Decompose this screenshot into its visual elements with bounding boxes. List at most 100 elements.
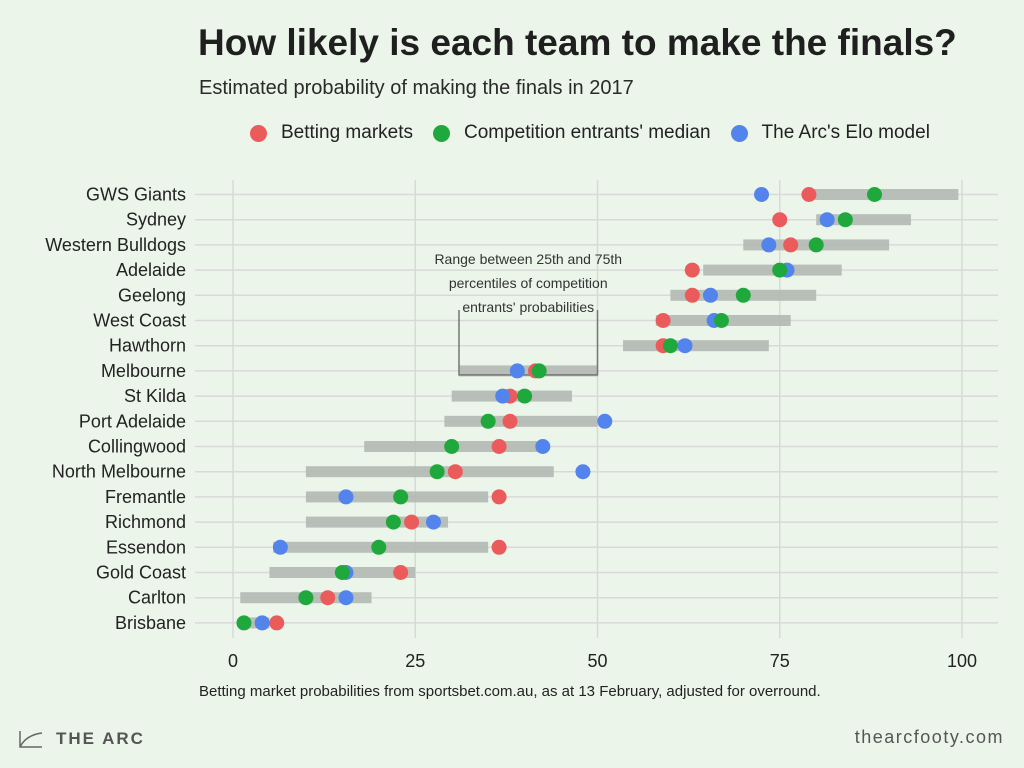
- betting-point: [502, 413, 518, 429]
- range-bar: [623, 340, 769, 352]
- x-tick-label: 25: [405, 651, 425, 671]
- team-label: North Melbourne: [52, 462, 186, 482]
- elo-point: [272, 539, 288, 555]
- elo-point: [677, 338, 693, 354]
- team-label: Adelaide: [116, 260, 186, 280]
- elo-point: [575, 464, 591, 480]
- elo-point: [702, 287, 718, 303]
- median-point: [735, 287, 751, 303]
- median-point: [334, 565, 350, 580]
- betting-point: [404, 514, 420, 530]
- median-point: [517, 388, 533, 404]
- elo-point: [754, 187, 770, 202]
- range-bar: [816, 214, 911, 226]
- legend-swatch-median: [433, 124, 450, 142]
- elo-point: [338, 489, 354, 505]
- annotation-line-2: percentiles of competition: [449, 275, 608, 291]
- legend-item-betting: Betting markets: [250, 122, 413, 144]
- elo-point: [597, 413, 613, 429]
- median-point: [531, 363, 547, 379]
- annotation-line-1: Range between 25th and 75th: [434, 251, 622, 267]
- betting-point: [783, 237, 799, 253]
- legend-item-median: Competition entrants' median: [433, 122, 711, 144]
- median-point: [444, 439, 460, 454]
- team-labels: GWS Giants Sydney Western Bulldogs Adelaide…: [45, 185, 187, 633]
- x-tick-label: 50: [587, 651, 607, 671]
- betting-point: [393, 565, 409, 580]
- team-label: Sydney: [126, 210, 186, 230]
- dot-range-chart: Range between 25th and 75th percentiles …: [45, 180, 998, 671]
- team-label: Gold Coast: [96, 563, 186, 583]
- team-label: Essendon: [106, 537, 186, 557]
- betting-point: [447, 464, 463, 480]
- brand[interactable]: THE ARC: [18, 729, 145, 749]
- team-label: Geelong: [118, 285, 186, 305]
- arc-logo-icon: [19, 731, 43, 748]
- team-label: Brisbane: [115, 613, 186, 633]
- median-point: [808, 237, 824, 253]
- median-point: [713, 313, 729, 328]
- median-point: [385, 514, 401, 530]
- legend-swatch-betting: [250, 124, 267, 142]
- betting-point: [491, 539, 507, 555]
- team-label: GWS Giants: [86, 185, 186, 205]
- median-point: [480, 413, 496, 429]
- elo-point: [338, 590, 354, 606]
- team-label: Collingwood: [88, 437, 186, 457]
- x-tick-label: 0: [228, 651, 238, 671]
- median-point: [662, 338, 678, 354]
- team-label: Richmond: [105, 512, 186, 532]
- elo-point: [509, 363, 525, 379]
- x-tick-labels: 0 25 50 75 100: [228, 651, 977, 671]
- annotation-bracket: [458, 310, 599, 376]
- elo-point: [495, 388, 511, 404]
- legend-label-median: Competition entrants' median: [464, 122, 711, 143]
- range-annotation: Range between 25th and 75th percentiles …: [434, 251, 622, 376]
- median-point: [371, 539, 387, 555]
- team-label: Fremantle: [105, 487, 186, 507]
- chart-subtitle: Estimated probability of making the fina…: [199, 77, 634, 99]
- betting-point: [491, 439, 507, 454]
- betting-point: [684, 287, 700, 303]
- median-point: [393, 489, 409, 505]
- legend-swatch-elo: [730, 124, 748, 142]
- team-label: St Kilda: [124, 386, 187, 406]
- median-point: [867, 187, 883, 202]
- chart-legend: Betting markets Competition entrants' me…: [250, 122, 950, 144]
- legend-label-elo: The Arc's Elo model: [761, 122, 930, 143]
- website-link[interactable]: thearcfooty.com: [854, 727, 1004, 747]
- team-label: Carlton: [128, 588, 186, 608]
- median-point: [772, 262, 788, 278]
- team-label: Western Bulldogs: [45, 235, 186, 255]
- brand-name: THE ARC: [56, 729, 145, 748]
- betting-point: [491, 489, 507, 505]
- median-point: [837, 212, 853, 228]
- elo-point: [425, 514, 441, 530]
- elo-point: [819, 212, 835, 228]
- elo-point: [254, 615, 270, 631]
- median-point: [298, 590, 314, 606]
- source-footnote: Betting market probabilities from sports…: [199, 683, 821, 700]
- team-label: Hawthorn: [109, 336, 186, 356]
- betting-point: [269, 615, 285, 631]
- range-bar: [444, 415, 598, 427]
- chart-title: How likely is each team to make the fina…: [198, 22, 957, 63]
- elo-point: [761, 237, 777, 253]
- x-tick-label: 100: [947, 651, 977, 671]
- x-tick-label: 75: [770, 651, 790, 671]
- median-point: [429, 464, 445, 480]
- data-points: [236, 187, 883, 631]
- betting-point: [801, 187, 817, 202]
- betting-point: [320, 590, 336, 606]
- elo-point: [535, 439, 551, 454]
- range-bar: [305, 516, 449, 528]
- betting-point: [684, 262, 700, 278]
- range-bar: [808, 189, 959, 200]
- betting-point: [772, 212, 788, 228]
- footer-bar: THE ARC thearcfooty.com: [0, 707, 1024, 768]
- team-label: West Coast: [93, 311, 186, 331]
- team-label: Melbourne: [101, 361, 186, 381]
- legend-item-elo: The Arc's Elo model: [730, 122, 930, 144]
- team-label: Port Adelaide: [79, 411, 186, 431]
- median-point: [236, 615, 252, 631]
